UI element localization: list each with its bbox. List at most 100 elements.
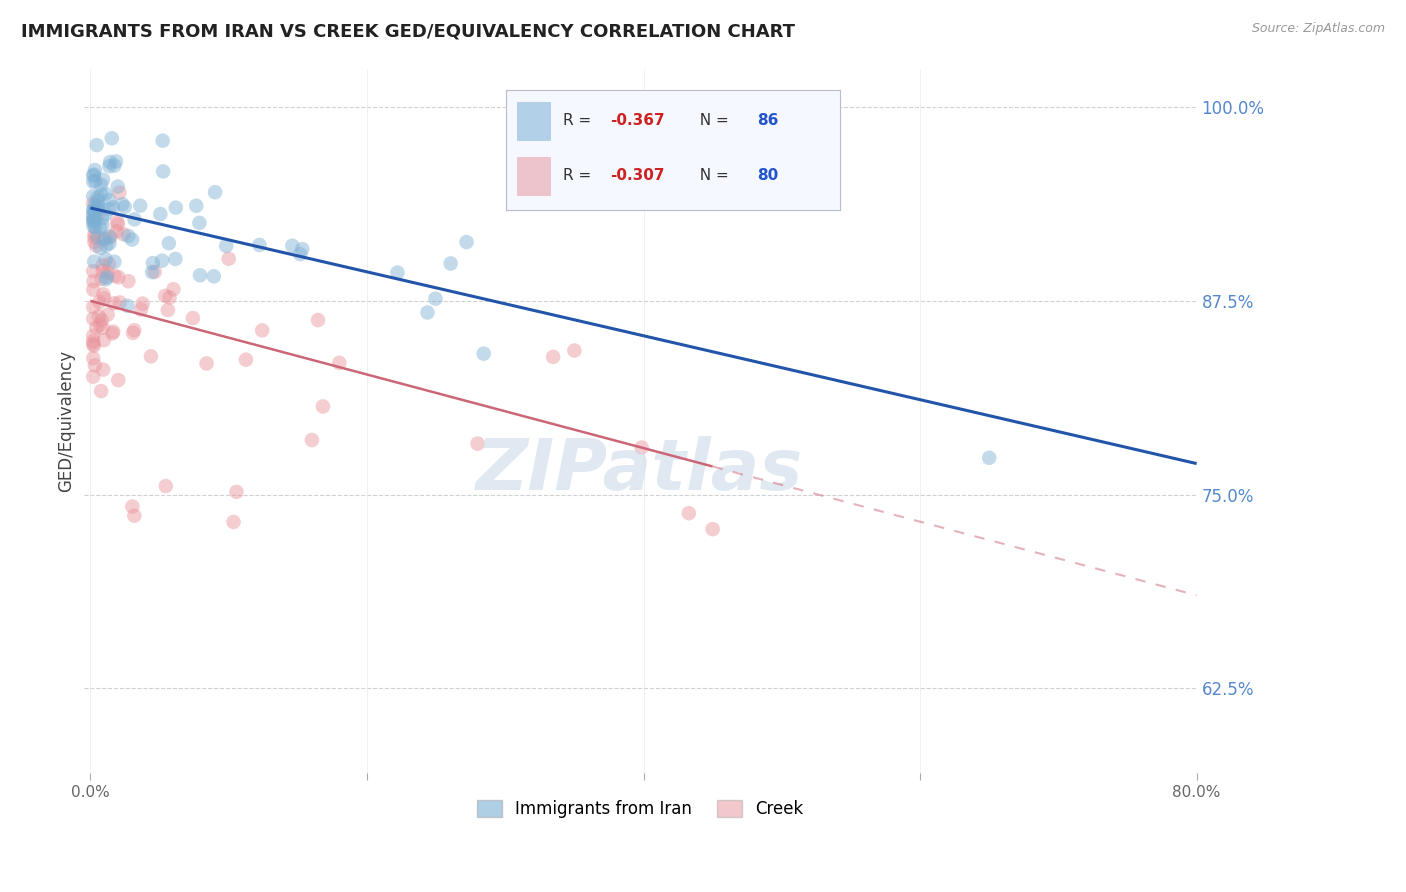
Point bbox=[105, 215, 128, 229]
Point bbox=[98, 236, 121, 251]
Point bbox=[82, 311, 104, 326]
Point bbox=[235, 352, 257, 367]
Point bbox=[152, 134, 174, 148]
Point bbox=[93, 333, 115, 347]
Point bbox=[103, 159, 125, 173]
Point bbox=[155, 479, 177, 493]
Point bbox=[84, 238, 107, 252]
Point bbox=[101, 200, 124, 214]
Point bbox=[121, 500, 143, 514]
Point bbox=[82, 334, 104, 349]
Point bbox=[82, 215, 104, 229]
Point bbox=[387, 266, 409, 280]
Point bbox=[117, 229, 139, 244]
Point bbox=[139, 349, 162, 363]
Point bbox=[281, 239, 304, 253]
Point bbox=[83, 235, 105, 249]
Point bbox=[104, 268, 127, 283]
Point bbox=[108, 295, 131, 310]
Point bbox=[87, 194, 110, 208]
Point bbox=[416, 305, 439, 319]
Point bbox=[107, 179, 129, 194]
Point bbox=[83, 168, 105, 182]
Point bbox=[82, 274, 104, 288]
Point bbox=[83, 213, 105, 227]
Point bbox=[87, 200, 110, 214]
Point bbox=[117, 274, 139, 288]
Point bbox=[93, 232, 115, 246]
Point bbox=[90, 272, 112, 286]
Point bbox=[84, 174, 107, 188]
Point bbox=[83, 230, 105, 244]
Text: Source: ZipAtlas.com: Source: ZipAtlas.com bbox=[1251, 22, 1385, 36]
Point bbox=[91, 362, 114, 376]
Point bbox=[90, 187, 112, 202]
Point bbox=[94, 207, 117, 221]
Point bbox=[83, 359, 105, 373]
Point bbox=[82, 328, 104, 343]
Point bbox=[124, 212, 146, 227]
Point bbox=[83, 227, 105, 241]
Point bbox=[84, 320, 107, 334]
Point bbox=[105, 224, 128, 238]
Point bbox=[467, 436, 489, 450]
Point bbox=[94, 272, 117, 286]
Point bbox=[87, 207, 110, 221]
Point bbox=[678, 506, 700, 520]
Point bbox=[204, 185, 226, 199]
Point bbox=[159, 290, 181, 304]
Point bbox=[83, 339, 105, 353]
Point bbox=[129, 199, 152, 213]
Point bbox=[188, 216, 211, 230]
Point bbox=[288, 247, 311, 261]
Point bbox=[86, 190, 108, 204]
Point bbox=[291, 242, 314, 256]
Point bbox=[114, 200, 136, 214]
Point bbox=[307, 313, 329, 327]
Point bbox=[142, 256, 165, 270]
Point bbox=[83, 254, 105, 268]
Point bbox=[111, 197, 134, 211]
Point bbox=[630, 441, 652, 455]
Point bbox=[564, 343, 586, 358]
Point bbox=[702, 522, 724, 536]
Point bbox=[84, 163, 107, 178]
Point bbox=[89, 241, 111, 255]
Point bbox=[215, 239, 238, 253]
Point bbox=[96, 270, 118, 285]
Point bbox=[82, 202, 104, 217]
Point bbox=[141, 265, 163, 279]
Point bbox=[96, 238, 118, 252]
Point bbox=[472, 346, 495, 360]
Point bbox=[157, 236, 180, 251]
Point bbox=[82, 337, 104, 351]
Text: ZIPatlas: ZIPatlas bbox=[477, 436, 804, 505]
Point bbox=[82, 175, 104, 189]
Point bbox=[121, 233, 143, 247]
Point bbox=[107, 218, 129, 232]
Legend: Immigrants from Iran, Creek: Immigrants from Iran, Creek bbox=[470, 794, 810, 825]
Point bbox=[97, 257, 120, 271]
Point bbox=[249, 238, 271, 252]
Point bbox=[129, 302, 152, 317]
Y-axis label: GED/Equivalency: GED/Equivalency bbox=[58, 350, 75, 492]
Point bbox=[202, 269, 225, 284]
Point bbox=[84, 220, 107, 235]
Point bbox=[90, 178, 112, 192]
Point bbox=[195, 356, 218, 370]
Point bbox=[82, 351, 104, 366]
Point bbox=[143, 265, 166, 279]
Point bbox=[152, 164, 174, 178]
Point bbox=[83, 212, 105, 227]
Point bbox=[97, 308, 120, 322]
Point bbox=[425, 292, 447, 306]
Point bbox=[98, 230, 121, 244]
Point bbox=[104, 154, 127, 169]
Point bbox=[165, 252, 187, 266]
Point bbox=[87, 202, 110, 217]
Point bbox=[312, 400, 335, 414]
Point bbox=[218, 252, 240, 266]
Point bbox=[82, 300, 104, 314]
Point bbox=[301, 433, 323, 447]
Point bbox=[112, 227, 135, 242]
